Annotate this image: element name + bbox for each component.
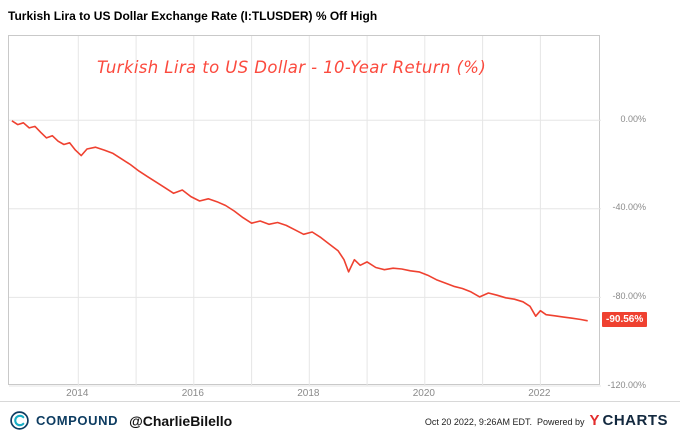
x-tick-label: 2020 xyxy=(412,388,435,399)
line-chart-svg xyxy=(9,36,601,387)
footer-meta-group: Oct 20 2022, 9:26AM EDT. Powered by Y CH… xyxy=(425,412,668,429)
timestamp: Oct 20 2022, 9:26AM EDT. xyxy=(424,417,532,427)
y-tick-label: -40.00% xyxy=(612,202,646,213)
ycharts-logo-y: Y xyxy=(589,412,600,429)
chart-title: Turkish Lira to US Dollar Exchange Rate … xyxy=(8,9,378,23)
last-value-badge: -90.56% xyxy=(602,311,648,327)
ycharts-logo-text: CHARTS xyxy=(602,412,668,429)
footer-brand-group: COMPOUND @CharlieBilello xyxy=(10,411,232,430)
compound-logo-icon xyxy=(10,411,29,430)
y-tick-label: -120.00% xyxy=(607,379,646,390)
x-tick-label: 2014 xyxy=(66,388,89,399)
y-tick-label: -80.00% xyxy=(612,290,646,301)
exchange-rate-line xyxy=(11,120,588,322)
chart-annotation: Turkish Lira to US Dollar - 10-Year Retu… xyxy=(97,58,487,77)
footer: COMPOUND @CharlieBilello Oct 20 2022, 9:… xyxy=(0,401,680,439)
compound-brand-text: COMPOUND xyxy=(36,413,119,428)
chart-region: Turkish Lira to US Dollar - 10-Year Retu… xyxy=(0,30,680,401)
x-tick-label: 2016 xyxy=(181,388,204,399)
twitter-handle: @CharlieBilello xyxy=(129,412,233,429)
y-axis-labels: -90.56% 0.00% -40.00% -80.00% -120.00% xyxy=(602,35,648,390)
plot-area: Turkish Lira to US Dollar - 10-Year Retu… xyxy=(8,35,601,387)
x-tick-label: 2018 xyxy=(297,388,320,399)
x-axis-labels: 2014 2016 2018 2020 2022 xyxy=(8,388,600,404)
x-tick-label: 2022 xyxy=(528,388,551,399)
y-tick-label: 0.00% xyxy=(620,113,646,124)
powered-by-label: Powered by xyxy=(536,417,585,427)
